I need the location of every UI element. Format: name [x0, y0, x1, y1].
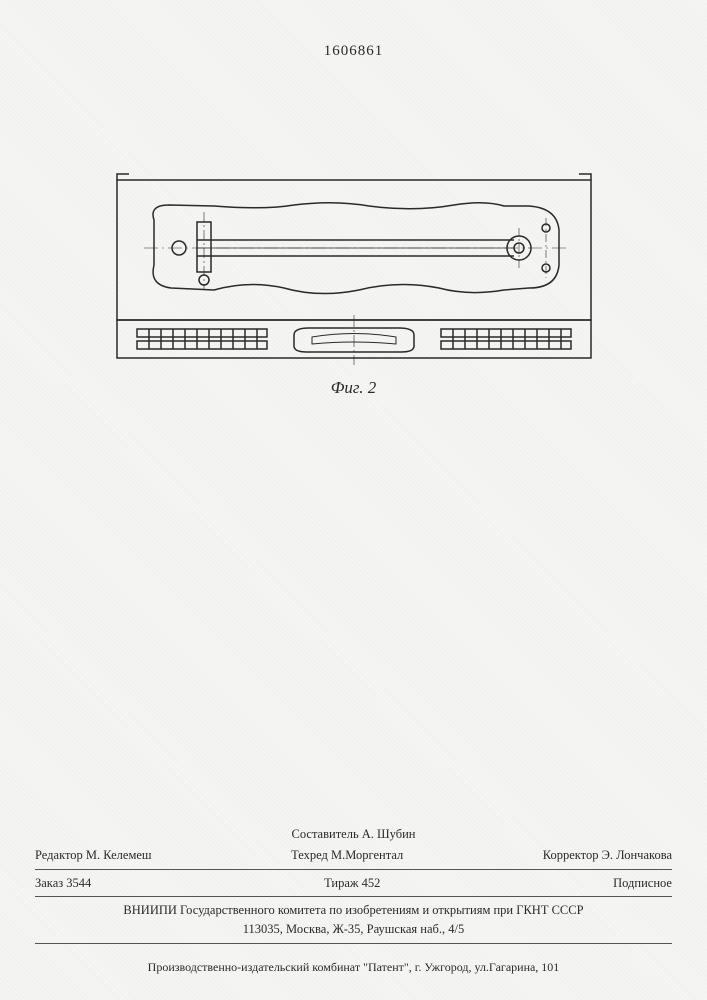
- figure-svg: [109, 170, 599, 365]
- subscription: Подписное: [613, 874, 672, 893]
- figure-2: Фиг. 2: [109, 170, 599, 398]
- tech-editor: Техред М.Моргентал: [291, 846, 403, 865]
- credits-block: Составитель А. Шубин Редактор М. Келемеш…: [35, 825, 672, 976]
- figure-label: Фиг. 2: [109, 378, 599, 398]
- order-number: Заказ 3544: [35, 874, 91, 893]
- document-number: 1606861: [324, 43, 384, 60]
- credits-row-2: Редактор М. Келемеш Техред М.Моргентал К…: [35, 846, 672, 870]
- edition-count: Тираж 452: [324, 874, 380, 893]
- credits-row-3: Заказ 3544 Тираж 452 Подписное: [35, 874, 672, 898]
- compiler-line: Составитель А. Шубин: [35, 825, 672, 844]
- org-line-1: ВНИИПИ Государственного комитета по изоб…: [35, 901, 672, 920]
- corrector: Корректор Э. Лончакова: [543, 846, 672, 865]
- org-line-2: 113035, Москва, Ж-35, Раушская наб., 4/5: [35, 920, 672, 939]
- organization: ВНИИПИ Государственного комитета по изоб…: [35, 901, 672, 944]
- patent-page: 1606861: [0, 0, 707, 1000]
- publisher: Производственно-издательский комбинат "П…: [35, 958, 672, 976]
- editor: Редактор М. Келемеш: [35, 846, 152, 865]
